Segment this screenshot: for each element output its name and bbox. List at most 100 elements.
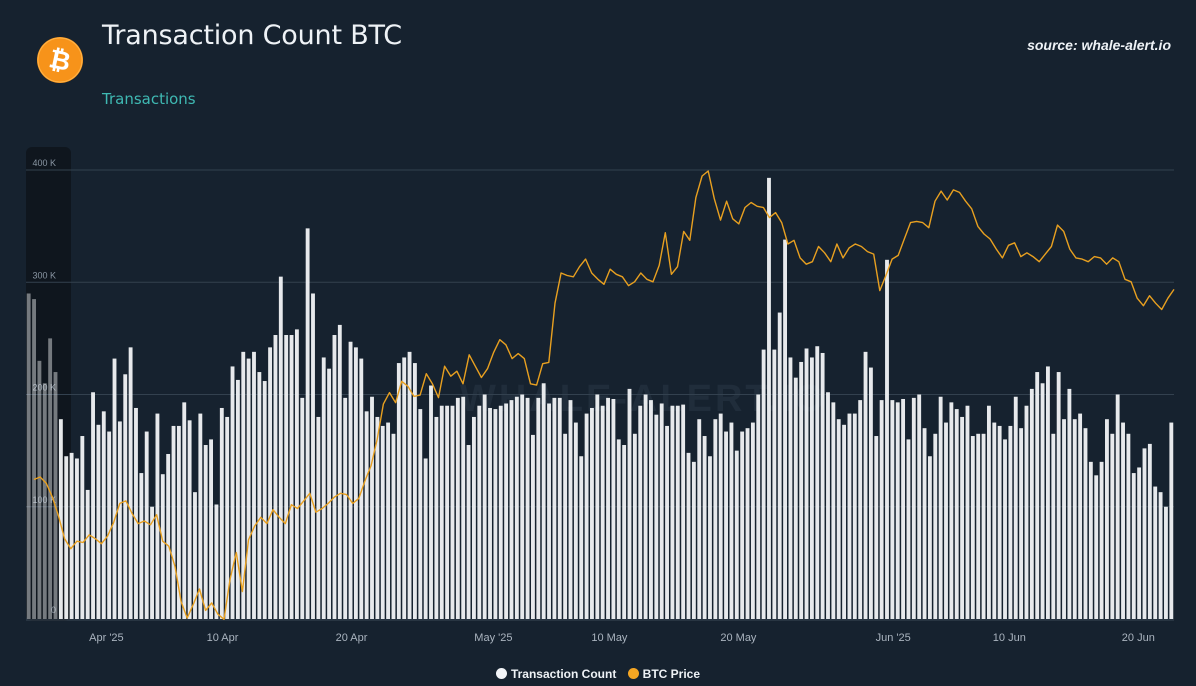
bar-transaction-count (472, 416, 476, 619)
bar-transaction-count (418, 409, 423, 619)
bar-transaction-count (407, 351, 412, 619)
bar-transaction-count (927, 456, 932, 619)
bar-transaction-count (504, 403, 509, 619)
bar-transaction-count (150, 506, 154, 619)
bar-transaction-count (573, 422, 578, 619)
bar-transaction-count (321, 357, 326, 619)
bar-transaction-count (209, 439, 213, 619)
bar-transaction-count (541, 383, 546, 619)
bar-transaction-count (724, 431, 728, 619)
bar-transaction-count (300, 397, 305, 619)
bar-transaction-count (815, 346, 820, 619)
bar-transaction-count (627, 388, 632, 619)
bar-transaction-count (557, 397, 562, 619)
bar-transaction-count (423, 458, 428, 619)
bar-transaction-count (638, 405, 643, 619)
bar-transaction-count (1083, 428, 1088, 619)
bar-transaction-count (219, 407, 224, 619)
bar-transaction-count (332, 335, 337, 619)
bar-transaction-count (788, 357, 793, 619)
bar-transaction-count (681, 404, 686, 619)
y-tick-label: 200 K (32, 383, 56, 393)
bar-transaction-count (584, 413, 589, 619)
bar-transaction-count (235, 379, 240, 619)
bar-transaction-count (1029, 388, 1034, 619)
bar-transaction-count (949, 402, 954, 619)
bar-transaction-count (659, 403, 664, 619)
bar-transaction-count (654, 414, 659, 619)
bar-transaction-count (396, 363, 401, 619)
bar-transaction-count (697, 419, 702, 619)
bar-transaction-count (193, 492, 197, 619)
bar-transaction-count (1147, 443, 1152, 619)
bar-transaction-count (450, 405, 455, 619)
bar-transaction-count (482, 394, 487, 619)
bar-transaction-count (37, 360, 42, 619)
bar-transaction-count (831, 402, 836, 619)
bar-transaction-count (745, 428, 750, 619)
x-tick-label: 20 Apr (336, 632, 368, 644)
bar-transaction-count (402, 357, 407, 619)
bar-transaction-count (198, 413, 203, 619)
bar-transaction-count (954, 409, 959, 619)
bar-transaction-count (257, 372, 262, 619)
bar-transaction-count (976, 433, 981, 619)
bar-transaction-count (284, 335, 289, 619)
bar-transaction-count (375, 416, 380, 619)
bar-transaction-count (997, 425, 1002, 619)
bar-transaction-count (1056, 372, 1061, 619)
bar-transaction-count (498, 405, 503, 619)
bar-transaction-count (91, 392, 95, 619)
bar-transaction-count (547, 403, 551, 619)
bar-transaction-count (842, 424, 847, 619)
bar-transaction-count (804, 348, 809, 619)
bar-transaction-count (171, 425, 176, 619)
bar-transaction-count (1013, 396, 1018, 619)
bar-transaction-count (649, 400, 653, 619)
chart-legend: Transaction Count BTC Price (0, 667, 1196, 681)
chart-subtitle-tab[interactable]: Transactions (102, 90, 196, 108)
bar-transaction-count (1110, 433, 1115, 619)
bar-transaction-count (343, 397, 348, 619)
bar-transaction-count (761, 349, 766, 619)
bar-transaction-count (123, 374, 128, 619)
bar-transaction-count (112, 358, 117, 619)
bar-transaction-count (80, 436, 85, 619)
bar-transaction-count (134, 407, 138, 619)
legend-dot-orange-icon (627, 668, 639, 679)
bar-transaction-count (128, 347, 133, 619)
bar-transaction-count (176, 425, 181, 619)
bar-transaction-count (992, 422, 997, 619)
bar-transaction-count (783, 239, 787, 619)
bar-transaction-count (488, 407, 492, 619)
bar-transaction-count (826, 392, 830, 619)
bar-transaction-count (1137, 467, 1142, 619)
bar-transaction-count (182, 402, 187, 619)
bar-transaction-count (713, 419, 718, 619)
bar-transaction-count (632, 433, 637, 619)
bar-transaction-count (793, 377, 798, 619)
legend-item-btc-price[interactable]: BTC Price (627, 667, 701, 681)
bar-transaction-count (107, 431, 112, 619)
x-tick-label: 10 May (591, 632, 628, 644)
bar-transaction-count (820, 352, 825, 619)
bar-transaction-count (166, 453, 171, 619)
legend-label: BTC Price (642, 667, 701, 681)
bar-transaction-count (809, 357, 814, 619)
bar-transaction-count (268, 347, 273, 619)
bar-transaction-count (890, 400, 895, 619)
bar-transaction-count (514, 396, 519, 619)
bar-transaction-count (525, 397, 530, 619)
bar-transaction-count (863, 351, 868, 619)
bar-transaction-count (289, 335, 294, 619)
bar-transaction-count (879, 400, 884, 619)
bar-transaction-count (1072, 419, 1077, 619)
bar-transaction-count (895, 402, 900, 619)
legend-item-transaction-count[interactable]: Transaction Count (495, 667, 616, 681)
x-tick-label: 10 Jun (993, 632, 1026, 644)
bar-transaction-count (294, 329, 299, 619)
bar-transaction-count (434, 416, 439, 619)
bar-transaction-count (246, 358, 251, 619)
bar-transaction-count (1099, 461, 1104, 619)
